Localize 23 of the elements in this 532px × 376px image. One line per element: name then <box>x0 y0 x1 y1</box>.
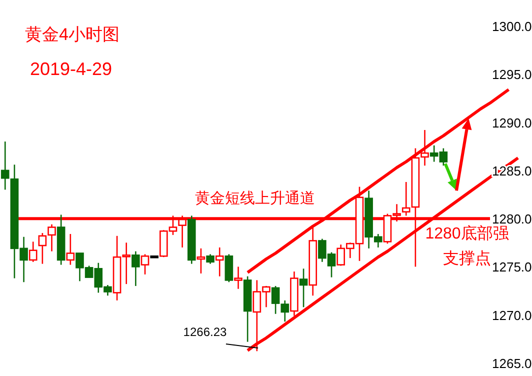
y-tick-label: 1270.0 <box>492 308 532 323</box>
y-tick-label: 1275.0 <box>492 260 532 275</box>
candlestick <box>38 232 47 264</box>
candlestick <box>206 254 214 264</box>
y-tick-label: 1295.0 <box>492 67 532 82</box>
candlestick <box>48 224 56 252</box>
annotation: 1266.23 <box>183 325 228 339</box>
candlestick <box>299 268 308 308</box>
annotation: 黄金短线上升通道 <box>195 190 315 207</box>
y-tick-label: 1265.0 <box>492 356 532 371</box>
candlestick <box>420 129 429 166</box>
candlestick <box>132 250 140 287</box>
chart-title: 黄金4小时图 <box>25 25 120 44</box>
y-tick-label: 1290.0 <box>492 115 532 130</box>
y-tick-label: 1300.0 <box>492 19 532 34</box>
candlestick <box>66 233 75 266</box>
y-tick-label: 1280.0 <box>492 212 532 227</box>
candlestick <box>140 254 150 276</box>
candlestick <box>234 266 242 290</box>
candlestick <box>28 241 38 263</box>
candlestick <box>215 246 224 277</box>
candlestick <box>196 248 206 274</box>
text: 2019-4-29 <box>30 59 112 79</box>
